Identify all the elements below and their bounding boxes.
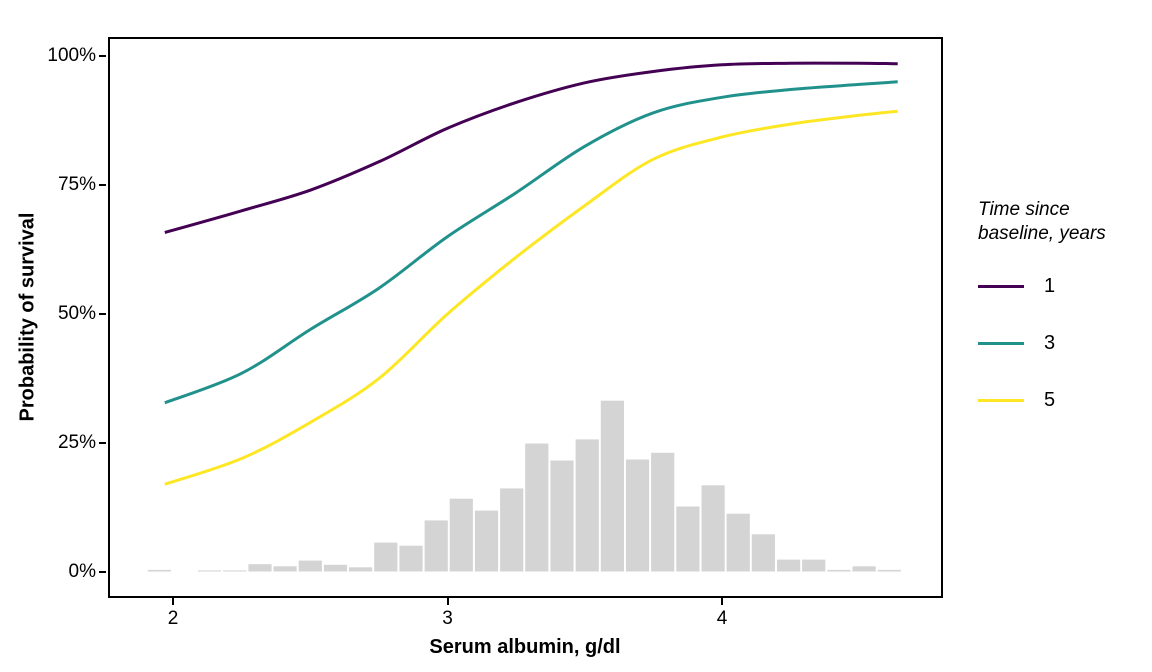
x-tick-label: 2 — [167, 608, 179, 629]
legend-item-1yr: 1 — [978, 258, 1148, 315]
legend-label: 5 — [1044, 388, 1056, 411]
x-axis-title: Serum albumin, g/dl — [429, 636, 621, 658]
histogram-bar — [146, 568, 172, 573]
histogram-bar — [776, 558, 802, 573]
legend-key-line — [978, 284, 1024, 288]
survival-curve-3yr — [164, 80, 898, 405]
legend-item-3yr: 3 — [978, 315, 1148, 372]
histogram-bar — [650, 451, 676, 573]
legend: Time since baseline, years 1 3 5 — [978, 198, 1148, 429]
histogram-bar — [322, 563, 349, 573]
survival-curve-5yr — [164, 109, 898, 486]
histogram-bar — [574, 438, 600, 573]
histogram-bar — [700, 484, 726, 573]
plot-area — [146, 61, 902, 573]
y-tick-mark — [99, 313, 106, 315]
y-tick-label: 0% — [68, 561, 96, 582]
x-tick-mark — [446, 598, 449, 605]
histogram-bar — [272, 565, 298, 573]
histogram-bar — [398, 544, 424, 573]
legend-item-5yr: 5 — [978, 372, 1148, 429]
plot-panel — [108, 37, 943, 598]
legend-items: 1 3 5 — [978, 258, 1148, 429]
histogram-bar — [599, 399, 625, 573]
y-tick-mark — [99, 571, 106, 573]
histogram-bar — [801, 558, 827, 573]
x-tick-label: 4 — [716, 608, 728, 629]
x-tick-mark — [721, 598, 723, 605]
histogram-bar — [297, 559, 323, 573]
legend-key-line — [978, 398, 1024, 402]
histogram-bar — [750, 533, 776, 573]
histogram-bar — [549, 459, 575, 573]
histogram-bar — [499, 487, 525, 573]
y-tick-mark — [99, 184, 106, 186]
legend-key-line — [978, 341, 1024, 345]
legend-label: 1 — [1044, 274, 1056, 297]
histogram-bar — [725, 512, 751, 573]
histogram-bar — [876, 568, 902, 573]
survival-curve-1yr — [164, 61, 898, 234]
histogram-bar — [373, 541, 399, 573]
x-tick-label: 3 — [442, 608, 453, 629]
y-tick-label: 75% — [57, 174, 96, 195]
histogram-bar — [675, 505, 701, 573]
histogram-bar — [826, 568, 852, 573]
histogram-bar — [524, 442, 550, 573]
histogram-bar — [624, 458, 651, 573]
histogram-bar — [423, 519, 449, 573]
y-tick-label: 25% — [57, 432, 96, 453]
histogram-bar — [473, 509, 500, 573]
histogram-bar — [851, 565, 877, 573]
x-tick-mark — [172, 598, 174, 605]
legend-label: 3 — [1044, 331, 1056, 354]
y-tick-label: 50% — [57, 303, 96, 324]
y-tick-label: 100% — [47, 45, 96, 66]
histogram-bar — [222, 569, 248, 573]
histogram-bar — [348, 566, 374, 573]
y-tick-mark — [99, 442, 106, 444]
legend-title: Time since baseline, years — [978, 199, 1106, 244]
histogram-bar — [247, 563, 273, 573]
histogram-bar — [197, 569, 223, 573]
histogram-bar — [448, 497, 474, 573]
y-tick-mark — [99, 55, 106, 57]
